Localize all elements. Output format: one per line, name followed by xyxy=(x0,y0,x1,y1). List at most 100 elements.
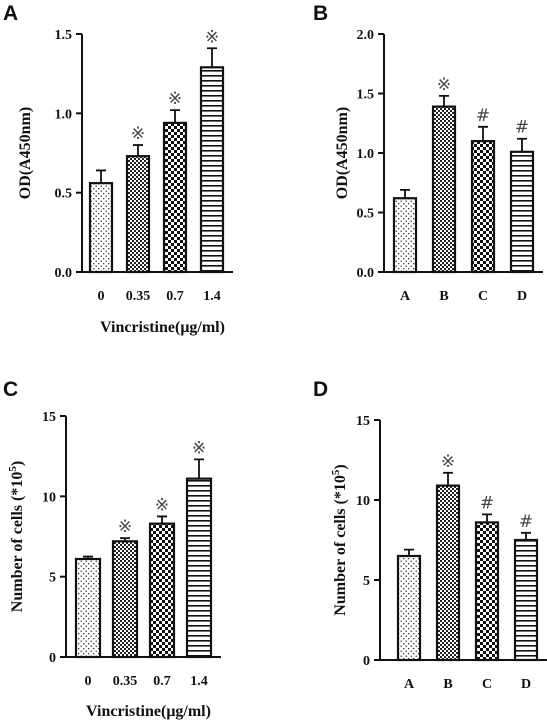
panel-d-error-bar xyxy=(482,513,492,523)
panel-c-y-tick-label: 0 xyxy=(49,651,56,666)
panel-d-x-tick-label: B xyxy=(443,677,452,692)
panel-c-y-axis-title-end: ) xyxy=(9,461,26,466)
panel-b-bar xyxy=(470,140,496,274)
panel-a-error-bar xyxy=(96,169,106,184)
panel-a-y-axis-title: OD(A450nm) xyxy=(17,107,34,199)
panel-a-bar xyxy=(125,155,151,274)
panel-d-significance-mark: ※ xyxy=(441,452,455,472)
panel-d-x-tick-label: D xyxy=(521,677,531,692)
panel-a-x-axis-title: Vincristine(μg/ml) xyxy=(100,319,225,336)
panel-c-error-bar xyxy=(120,537,130,542)
panel-a-significance-mark: ※ xyxy=(168,89,182,109)
panel-c-letter: C xyxy=(3,378,18,401)
panel-a-bar xyxy=(199,66,225,274)
panel-a-bar xyxy=(162,121,188,274)
panel-c-x-axis-title: Vincristine(μg/ml) xyxy=(86,703,211,720)
panel-b-y-tick-label: 2.0 xyxy=(357,28,375,43)
panel-b-bar xyxy=(431,105,457,274)
panel-c-bar xyxy=(74,557,102,659)
panel-d-x-tick-label: C xyxy=(482,677,492,692)
panel-a-y-tick-label: 0.0 xyxy=(55,266,73,281)
panel-c-significance-mark: ※ xyxy=(118,517,132,537)
panel-a-y-tick-label: 1.0 xyxy=(55,107,73,122)
panel-b: B 0.0 0.5 1.0 1.5 2.0 A ※ B # C # D OD(A450nm) xyxy=(313,2,543,304)
panel-d-y-tick-label: 0 xyxy=(363,654,370,669)
panel-d-y-axis-title-superscript: 5 xyxy=(330,469,342,475)
panel-b-y-tick-label: 1.5 xyxy=(357,88,375,103)
panel-c-error-bar xyxy=(157,515,167,524)
panel-b-y-tick-label: 0.0 xyxy=(357,266,375,281)
panel-b-y-axis-title: OD(A450nm) xyxy=(334,107,351,199)
panel-a: A 0.0 0.5 1.0 1.5 0 ※ 0.35 ※ 0.7 ※ 1.4 OD(A450nm) Vi… xyxy=(3,2,233,336)
panel-d-bar xyxy=(396,554,422,662)
panel-b-error-bar xyxy=(400,188,410,199)
panel-c-bar xyxy=(185,477,213,659)
panel-d-y-tick-label: 10 xyxy=(356,494,370,509)
panel-c-x-tick-label: 1.4 xyxy=(190,674,208,689)
panel-a-y-tick-label: 0.5 xyxy=(55,187,73,202)
panel-c-error-bar xyxy=(83,555,93,559)
panel-a-x-tick-label: 1.4 xyxy=(203,289,221,304)
panel-b-y-axis-title-main: OD(A450nm) xyxy=(334,107,351,199)
panel-c-x-tick-label: 0.35 xyxy=(113,674,138,689)
panel-b-x-tick-label: D xyxy=(517,289,527,304)
panel-d-y-axis-title: Number of cells (*105) xyxy=(330,464,349,615)
panel-c-y-axis-title-superscript: 5 xyxy=(7,466,19,472)
panel-a-x-tick-label: 0.35 xyxy=(126,289,151,304)
panel-a-y-tick-label: 1.5 xyxy=(55,28,73,43)
panel-d-significance-mark: # xyxy=(519,512,533,532)
panel-c-y-axis-title-main: Number of cells (*10 xyxy=(9,472,26,613)
panel-b-x-tick-label: A xyxy=(400,289,411,304)
panel-c-x-tick-label: 0 xyxy=(85,674,92,689)
panel-b-x-tick-label: C xyxy=(478,289,488,304)
panel-c-y-tick-label: 15 xyxy=(42,410,56,425)
panel-a-x-tick-label: 0 xyxy=(98,289,105,304)
panel-d-error-bar xyxy=(443,471,453,486)
panel-a-error-bar xyxy=(133,144,143,157)
panel-b-significance-mark: ※ xyxy=(437,75,451,95)
panel-c-significance-mark: ※ xyxy=(155,495,169,515)
panel-c-bar xyxy=(111,540,139,659)
panel-c-significance-mark: ※ xyxy=(192,438,206,458)
panel-d-significance-mark: # xyxy=(480,493,494,513)
panel-d-y-axis-title-end: ) xyxy=(332,464,349,469)
panel-d-x-tick-label: A xyxy=(404,677,415,692)
panel-c-x-tick-label: 0.7 xyxy=(153,674,171,689)
panel-a-error-bar xyxy=(170,109,180,123)
panel-b-bar xyxy=(392,197,418,274)
panel-d-y-tick-label: 15 xyxy=(356,414,370,429)
panel-c-y-axis-title: Number of cells (*105) xyxy=(7,461,26,612)
panel-a-significance-mark: ※ xyxy=(131,124,145,144)
panel-b-x-tick-label: B xyxy=(439,289,448,304)
panel-b-error-bar xyxy=(478,125,488,142)
panel-d-y-tick-label: 5 xyxy=(363,574,370,589)
panel-b-error-bar xyxy=(439,94,449,107)
panel-d-error-bar xyxy=(521,531,531,540)
panel-a-x-tick-label: 0.7 xyxy=(166,289,184,304)
panel-b-y-tick-label: 0.5 xyxy=(357,207,375,222)
panel-b-letter: B xyxy=(313,2,328,25)
panel-a-error-bar xyxy=(207,47,217,68)
panel-b-significance-mark: # xyxy=(476,106,490,126)
panel-d-bar xyxy=(435,484,461,662)
panel-d-letter: D xyxy=(313,378,328,401)
panel-a-significance-mark: ※ xyxy=(205,27,219,47)
panel-d-bar xyxy=(474,521,500,662)
panel-d-y-axis-title-main: Number of cells (*10 xyxy=(332,475,349,616)
panel-d-bar xyxy=(513,538,539,662)
panel-c-error-bar xyxy=(194,458,204,479)
panel-a-y-axis-title-main: OD(A450nm) xyxy=(17,107,34,199)
panel-c-y-tick-label: 10 xyxy=(42,490,56,505)
panel-c-y-tick-label: 5 xyxy=(49,571,56,586)
panel-c-bar xyxy=(148,522,176,659)
panel-c: C 0 5 10 15 0 ※ 0.35 ※ 0.7 ※ 1.4 Number of cells (*… xyxy=(3,378,221,720)
panel-d-error-bar xyxy=(404,548,414,556)
panel-a-bar xyxy=(88,182,114,274)
panel-b-bar xyxy=(509,150,535,274)
panel-b-y-tick-label: 1.0 xyxy=(357,147,375,162)
panel-a-letter: A xyxy=(3,2,18,25)
panel-b-error-bar xyxy=(517,137,527,152)
panel-b-significance-mark: # xyxy=(515,118,529,138)
